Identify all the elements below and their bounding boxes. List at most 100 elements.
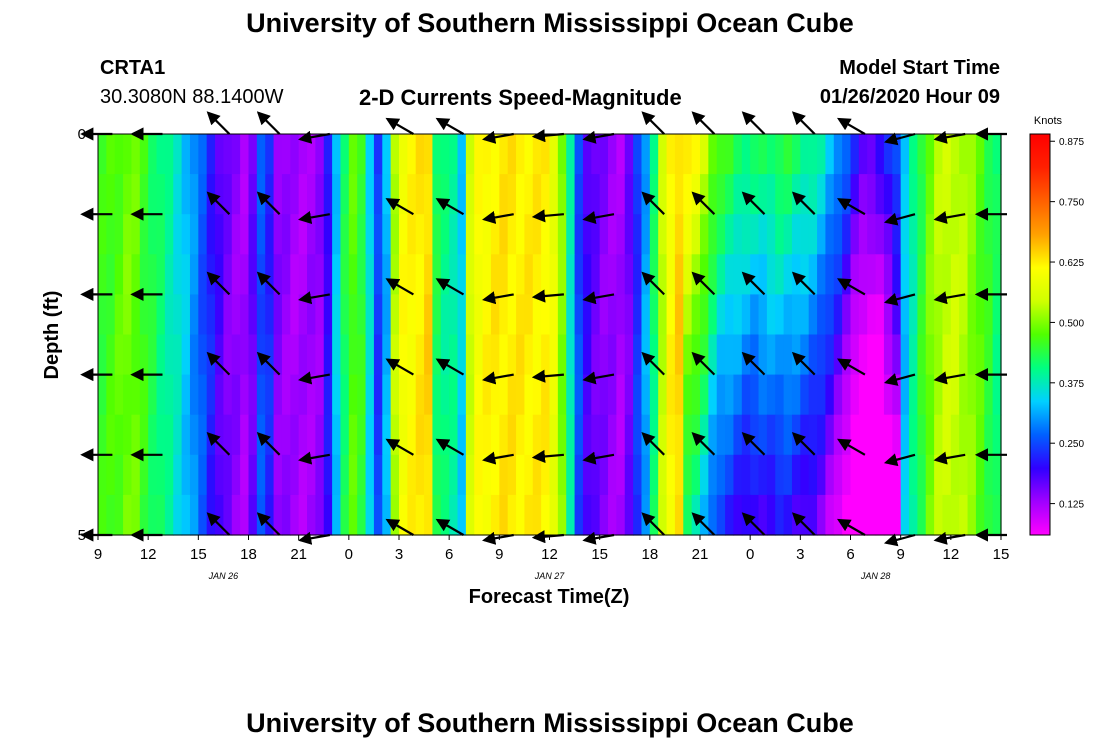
heatmap-cell <box>825 454 835 496</box>
heatmap-cell <box>139 374 149 416</box>
heatmap-cell <box>490 414 500 456</box>
heatmap-cell <box>934 334 944 376</box>
heatmap-cell <box>875 454 885 496</box>
heatmap-cell <box>833 134 843 175</box>
heatmap-cell <box>875 254 885 295</box>
heatmap-cell <box>281 174 291 215</box>
heatmap-cell <box>449 254 459 295</box>
heatmap-cell <box>323 334 333 376</box>
heatmap-cell <box>791 454 801 496</box>
heatmap-cell <box>557 334 567 376</box>
heatmap-cell <box>516 454 526 496</box>
heatmap-cell <box>148 414 158 456</box>
current-vector-arrow <box>641 512 665 536</box>
heatmap-cell <box>499 294 509 336</box>
heatmap-cell <box>833 254 843 295</box>
heatmap-cell <box>256 134 266 175</box>
heatmap-cell <box>265 294 275 336</box>
heatmap-cell <box>307 414 316 456</box>
heatmap-cell <box>365 294 375 336</box>
heatmap-cell <box>114 134 124 175</box>
heatmap-cell <box>499 254 509 295</box>
current-vector-arrow <box>741 111 766 135</box>
current-vector-arrow <box>641 271 665 296</box>
colorbar-tick-label: 0.500 <box>1059 318 1084 329</box>
heatmap-cell <box>608 174 617 215</box>
heatmap-cell <box>800 454 810 496</box>
heatmap-cell <box>934 214 944 255</box>
heatmap-cell <box>700 134 709 175</box>
heatmap-cell <box>591 294 601 336</box>
current-vector-arrow <box>206 512 231 536</box>
x-tick-label: 3 <box>395 546 403 563</box>
heatmap-cell <box>123 134 133 175</box>
heatmap-cell <box>783 414 793 456</box>
heatmap-cell <box>858 254 868 295</box>
heatmap-cell <box>482 254 492 295</box>
current-vector-arrow <box>256 351 281 376</box>
heatmap-cell <box>532 374 542 416</box>
heatmap-cell <box>750 374 760 416</box>
heatmap-cell <box>223 294 233 336</box>
heatmap-cell <box>399 174 408 215</box>
current-vector-arrow <box>883 292 916 306</box>
heatmap-cell <box>399 134 408 175</box>
heatmap-cell <box>231 454 241 496</box>
heatmap-cell <box>925 214 935 255</box>
heatmap-cell <box>365 494 375 536</box>
heatmap-cell <box>733 494 743 536</box>
current-vector-arrow <box>435 278 465 296</box>
heatmap-cell <box>532 134 542 175</box>
heatmap-cell <box>917 214 927 255</box>
y-axis-title: Depth (ft) <box>41 291 63 380</box>
heatmap-cell <box>574 334 584 376</box>
heatmap-cell <box>942 294 952 336</box>
heatmap-cell <box>624 494 634 536</box>
heatmap-cell <box>465 214 475 255</box>
heatmap-cell <box>482 134 492 175</box>
current-vector-arrow <box>741 351 766 376</box>
heatmap-cell <box>148 134 158 175</box>
heatmap-cell <box>733 334 743 376</box>
chart-title: 2-D Currents Speed-Magnitude <box>359 85 682 110</box>
current-vectors <box>80 111 1007 547</box>
heatmap-cell <box>231 134 241 175</box>
heatmap-cell <box>290 294 300 336</box>
heatmap-cell <box>691 174 701 215</box>
heatmap-cell <box>867 174 877 215</box>
heatmap-cell <box>867 494 877 536</box>
heatmap-cell <box>909 454 918 496</box>
heatmap-cell <box>98 174 107 215</box>
page-title: University of Southern Mississippi Ocean… <box>246 8 854 38</box>
heatmap-cell <box>691 454 701 496</box>
heatmap-cell <box>582 174 592 215</box>
heatmap-cell <box>449 494 459 536</box>
colorbar-tick-label: 0.375 <box>1059 379 1084 390</box>
heatmap-cell <box>850 494 860 536</box>
heatmap-cell <box>833 174 843 215</box>
heatmap-cell <box>114 454 124 496</box>
heatmap-cell <box>942 494 952 536</box>
heatmap-cell <box>842 414 852 456</box>
heatmap-cell <box>407 414 417 456</box>
heatmap-cell <box>925 414 935 456</box>
heatmap-cell <box>348 334 358 376</box>
heatmap-cell <box>281 134 291 175</box>
heatmap-cell <box>248 454 258 496</box>
heatmap-cell <box>482 174 492 215</box>
current-vector-arrow <box>206 111 231 135</box>
heatmap-cell <box>407 374 417 416</box>
heatmap-cell <box>950 494 960 536</box>
heatmap-cell <box>725 414 735 456</box>
current-vector-arrow <box>791 191 816 215</box>
current-vector-arrow <box>482 130 514 144</box>
heatmap-cell <box>867 414 877 456</box>
heatmap-cell <box>348 454 358 496</box>
heatmap-cell <box>599 454 609 496</box>
heatmap-cell <box>741 134 751 175</box>
heatmap-cell <box>616 414 626 456</box>
heatmap-cell <box>424 134 434 175</box>
current-vector-arrow <box>791 432 816 456</box>
heatmap-cell <box>106 214 116 255</box>
heatmap-cell <box>139 294 149 336</box>
